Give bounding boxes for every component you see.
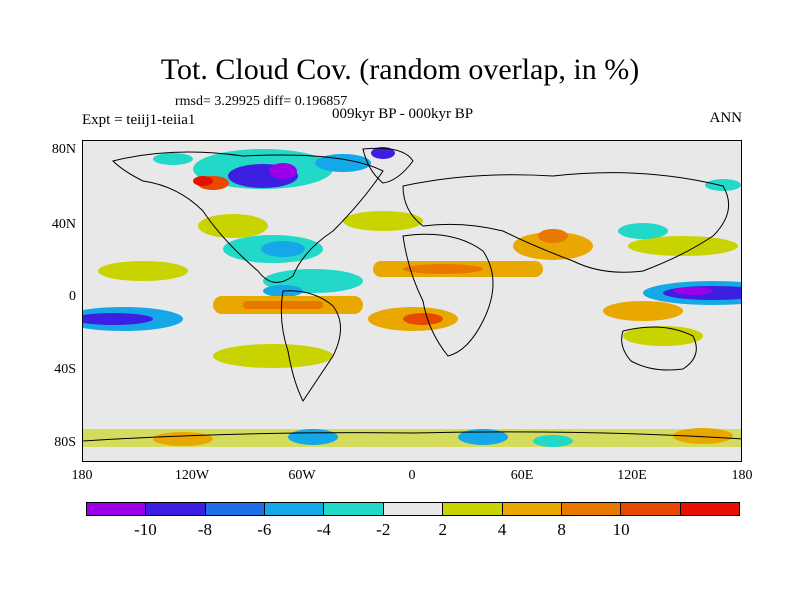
contour-yellow-na-west: [198, 214, 268, 238]
contour-cyan-siberia: [705, 179, 741, 191]
coastline-africa: [402, 233, 494, 357]
colorbar-cell: [443, 503, 503, 515]
colorbar-label: -2: [376, 520, 391, 539]
period-label: 009kyr BP - 000kyr BP: [332, 106, 474, 122]
y-tick-label: 0: [69, 289, 76, 304]
y-tick-label: 40S: [54, 362, 76, 377]
colorbar-cell: [680, 503, 739, 515]
coastlines: [83, 147, 741, 442]
experiment-label: Expt = teiij1-teiia1: [82, 112, 196, 128]
contour-blue-southern-ocean-2: [458, 429, 508, 445]
coastline-greenland: [362, 147, 414, 184]
contour-blue-greenland: [315, 154, 371, 172]
coastline-eurasia: [402, 172, 730, 273]
x-tick-label: 120W: [174, 468, 210, 483]
colorbar-label: -4: [316, 520, 331, 539]
season-label: ANN: [709, 110, 743, 126]
contour-blue-na-east-core: [261, 241, 305, 257]
stats-text: rmsd= 3.29925 diff= 0.196857: [175, 94, 348, 109]
colorbar: [86, 502, 740, 516]
plot-title: Tot. Cloud Cov. (random overlap, in %): [160, 53, 640, 86]
coastline-north-america: [112, 151, 384, 283]
contour-orange-southern-ocean-east: [673, 428, 733, 444]
contour-red-south-atlantic: [403, 313, 443, 325]
contour-cyan-east-asia: [618, 223, 668, 239]
colorbar-cell: [383, 503, 444, 515]
colorbar-label: 8: [557, 520, 566, 539]
contour-blue-greenland-core: [371, 147, 395, 159]
contour-red-canada-core: [193, 176, 213, 186]
contour-yellow-atlantic: [343, 211, 423, 231]
x-tick-label: 60W: [288, 468, 316, 483]
colorbar-cell: [205, 503, 266, 515]
colorbar-label: -6: [257, 520, 272, 539]
coastline-australia: [621, 326, 697, 371]
contour-yellow-west-pacific: [628, 236, 738, 256]
colorbar-cell: [324, 503, 384, 515]
contour-purple-warm-pool: [673, 287, 713, 295]
contour-orange-indian-ocean: [603, 301, 683, 321]
contour-blue-southern-ocean-1: [288, 429, 338, 445]
contour-yellow-pacific-north: [98, 261, 188, 281]
contour-dark-orange-asia: [538, 229, 568, 243]
contour-purple-north-america: [269, 163, 297, 179]
x-tick-label: 180: [71, 468, 93, 483]
contour-cyan-southern-ocean: [533, 435, 573, 447]
colorbar-cell: [87, 503, 147, 515]
contour-orange-southern-ocean: [153, 432, 213, 446]
colorbar-cell: [146, 503, 206, 515]
colorbar-cell: [265, 503, 325, 515]
colorbar-label: -8: [197, 520, 212, 539]
coastline-south-america: [280, 290, 341, 402]
x-tick-label: 0: [408, 468, 416, 483]
colorbar-label: 10: [612, 520, 630, 539]
colorbar-cell: [561, 503, 622, 515]
colorbar-cell: [502, 503, 562, 515]
colorbar-label: -10: [134, 520, 157, 539]
colorbar-label: 2: [438, 520, 447, 539]
colorbar-label: 4: [497, 520, 507, 539]
x-tick-label: 120E: [617, 468, 647, 483]
map-panel: [82, 140, 742, 462]
y-tick-label: 80N: [51, 142, 76, 157]
contour-cyan-alaska: [153, 153, 193, 165]
contour-blue-east-pacific-core: [83, 313, 153, 325]
contour-yellow-south-pacific: [213, 344, 333, 368]
contour-dark-orange-north-tropics: [403, 264, 483, 274]
contour-dark-orange-south-equatorial: [243, 301, 323, 309]
x-tick-label: 60E: [510, 468, 534, 483]
y-tick-label: 40N: [51, 217, 76, 232]
contour-yellow-australia: [623, 326, 703, 346]
coastline-antarctica: [83, 431, 741, 442]
colorbar-cell: [621, 503, 681, 515]
contour-orange-asia: [513, 232, 593, 260]
x-tick-label: 180: [731, 468, 753, 483]
y-tick-label: 80S: [54, 435, 76, 450]
map-canvas: [83, 147, 741, 447]
